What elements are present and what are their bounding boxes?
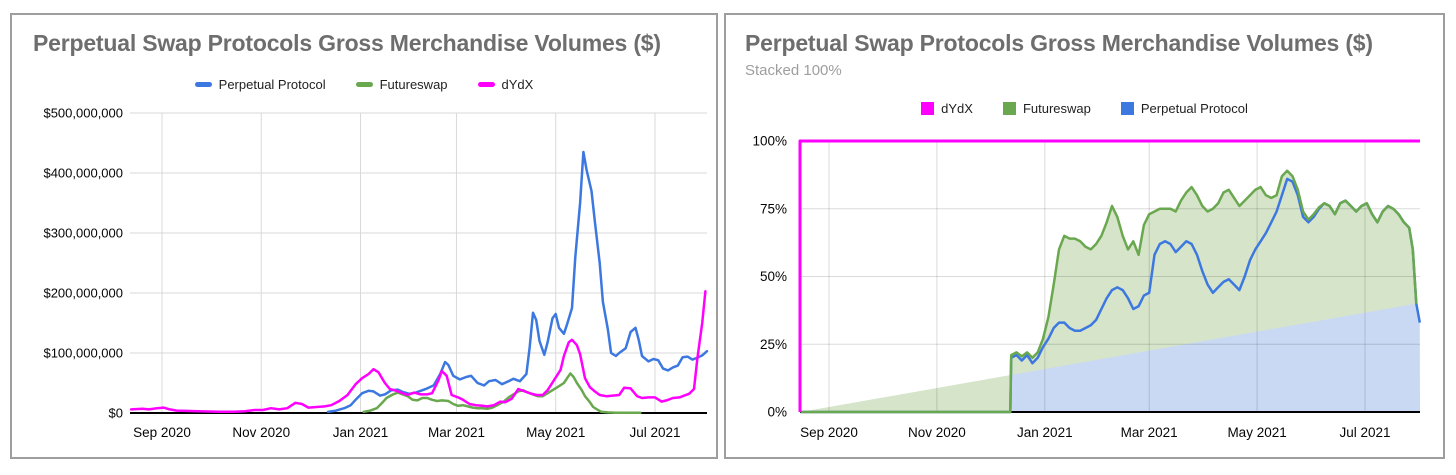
legend-swatch-futureswap — [1002, 102, 1016, 115]
legend-item-futureswap: Futureswap — [355, 77, 448, 92]
legend-item-futureswap: Futureswap — [1002, 101, 1091, 116]
y-axis-label: 75% — [760, 201, 787, 216]
x-axis-label: Nov 2020 — [232, 425, 290, 440]
legend-label: dYdX — [501, 77, 534, 92]
right-chart-title: Perpetual Swap Protocols Gross Merchandi… — [745, 30, 1373, 56]
right-chart-subtitle: Stacked 100% — [745, 62, 842, 79]
y-axis-label: $400,000,000 — [43, 166, 123, 181]
series-line-perpetual-protocol — [326, 150, 709, 414]
y-axis-label: $0 — [109, 406, 123, 421]
boundary-line-futureswap — [800, 169, 1418, 414]
x-axis-label: Jan 2021 — [333, 425, 389, 440]
legend-label: Futureswap — [379, 77, 448, 92]
x-axis-label: Mar 2021 — [428, 425, 485, 440]
x-axis-label: Mar 2021 — [1121, 425, 1178, 440]
legend-item-dydx: dYdX — [921, 101, 973, 116]
left-chart-legend: Perpetual Protocol Futureswap dYdX — [10, 77, 718, 92]
y-axis-label: $300,000,000 — [43, 226, 123, 241]
legend-label: Futureswap — [1022, 101, 1091, 116]
legend-label: Perpetual Protocol — [218, 77, 326, 92]
x-axis-label: Sep 2020 — [133, 425, 191, 440]
legend-swatch-dydx — [477, 82, 495, 87]
legend-item-perpetual-protocol: Perpetual Protocol — [1120, 101, 1248, 116]
series-line-dydx — [129, 289, 707, 414]
legend-label: dYdX — [941, 101, 973, 116]
boundary-line-dydx — [798, 139, 1420, 412]
y-axis-label: $100,000,000 — [43, 346, 123, 361]
area-fill-futureswap — [800, 170, 1417, 412]
left-chart-panel — [10, 13, 718, 459]
y-axis-label: $200,000,000 — [43, 286, 123, 301]
x-axis-label: Sep 2020 — [800, 425, 858, 440]
legend-swatch-perpetual-protocol — [1120, 102, 1134, 115]
x-axis-label: Jul 2021 — [1339, 425, 1390, 440]
x-axis-label: Nov 2020 — [908, 425, 966, 440]
legend-swatch-dydx — [921, 102, 935, 115]
y-axis-label: 50% — [760, 269, 787, 284]
x-axis-label: May 2021 — [526, 425, 585, 440]
y-axis-label: 0% — [767, 405, 787, 420]
left-chart-title: Perpetual Swap Protocols Gross Merchandi… — [33, 30, 661, 56]
legend-item-dydx: dYdX — [477, 77, 534, 92]
legend-swatch-futureswap — [355, 82, 373, 87]
legend-item-perpetual-protocol: Perpetual Protocol — [194, 77, 326, 92]
right-chart-legend: dYdX Futureswap Perpetual Protocol — [724, 101, 1445, 116]
x-axis-label: Jul 2021 — [629, 425, 680, 440]
x-axis-label: May 2021 — [1227, 425, 1286, 440]
legend-label: Perpetual Protocol — [1140, 101, 1248, 116]
legend-swatch-perpetual-protocol — [194, 82, 212, 87]
x-axis-label: Jan 2021 — [1017, 425, 1073, 440]
y-axis-label: 25% — [760, 337, 787, 352]
y-axis-label: 100% — [752, 134, 787, 149]
y-axis-label: $500,000,000 — [43, 106, 123, 121]
